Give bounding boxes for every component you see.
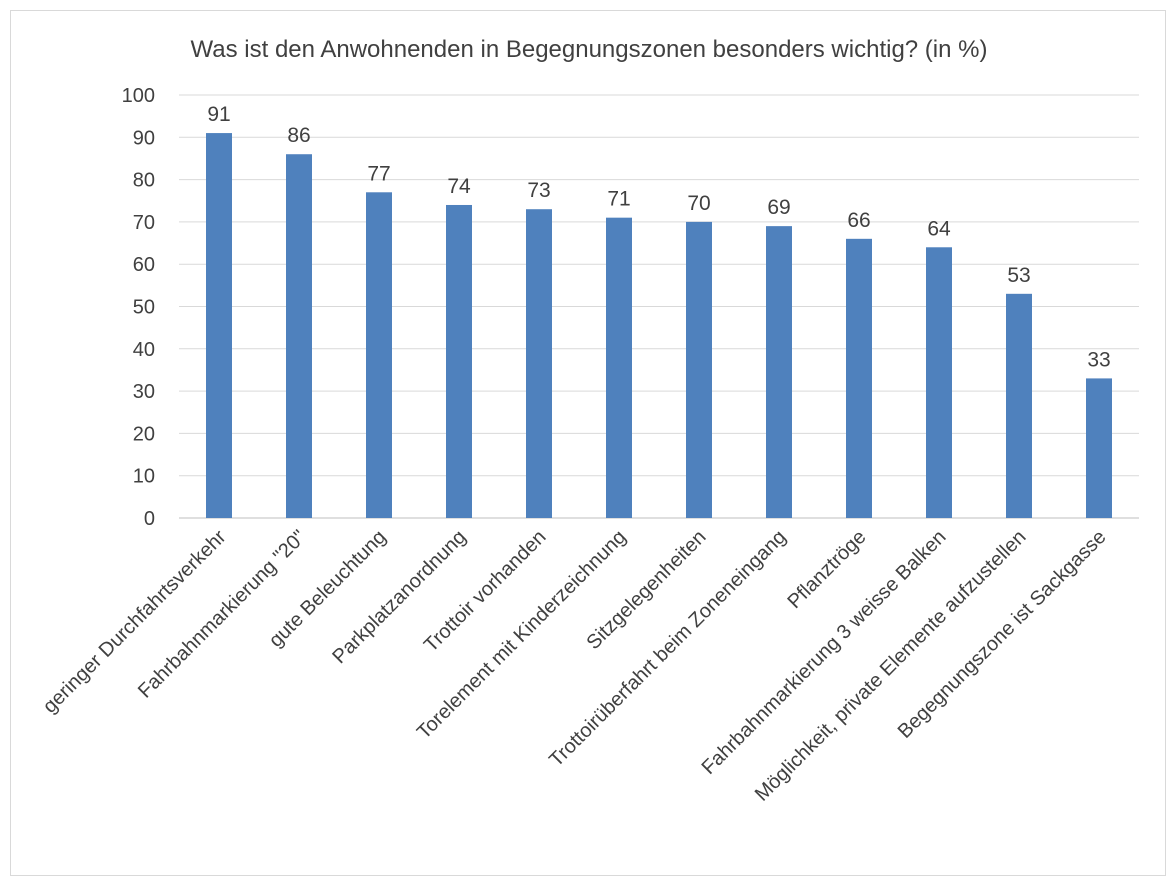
bar	[526, 209, 552, 518]
data-label: 64	[927, 217, 951, 240]
data-label: 86	[287, 124, 310, 147]
bar	[1086, 378, 1112, 518]
bar	[846, 238, 872, 518]
y-tick-label: 70	[133, 212, 155, 234]
data-label: 66	[847, 209, 870, 232]
bars	[206, 133, 1112, 519]
x-tick-label: Möglichkeit, private Elemente aufzustell…	[751, 526, 1031, 806]
data-label: 77	[367, 162, 390, 185]
bar	[766, 226, 792, 518]
data-label: 73	[527, 179, 550, 202]
bar	[1006, 293, 1032, 518]
data-label: 74	[447, 175, 471, 198]
bar	[286, 154, 312, 518]
gridlines	[179, 94, 1139, 519]
chart-title: Was ist den Anwohnenden in Begegnungszon…	[191, 36, 988, 63]
y-tick-label: 60	[133, 254, 155, 276]
chart-frame: Was ist den Anwohnenden in Begegnungszon…	[10, 10, 1166, 876]
y-axis-ticks: 0 10 20 30 40 50 60 70 80 90 100	[122, 85, 155, 530]
data-label: 33	[1087, 348, 1110, 371]
y-tick-label: 50	[133, 297, 155, 319]
data-label: 71	[607, 188, 630, 211]
y-tick-label: 0	[144, 508, 155, 530]
x-tick-label: Pflanztröge	[783, 526, 870, 613]
bar	[366, 192, 392, 519]
y-tick-label: 20	[133, 423, 155, 445]
bar	[446, 204, 472, 519]
bar	[606, 217, 632, 519]
bar	[926, 247, 952, 518]
y-tick-label: 90	[133, 127, 155, 149]
bar	[206, 133, 232, 518]
bar	[686, 221, 712, 518]
bar-chart: Was ist den Anwohnenden in Begegnungszon…	[39, 36, 1139, 806]
y-tick-label: 100	[122, 85, 155, 107]
data-label: 53	[1007, 264, 1030, 287]
y-tick-label: 30	[133, 381, 155, 403]
y-tick-label: 80	[133, 170, 155, 192]
x-tick-label: Fahrbahnmarkierung "20"	[134, 526, 311, 703]
data-labels: 91 86 77 74 73 71 70 69 66 64 53 33	[207, 103, 1110, 371]
x-tick-label: Parkplatzanordnung	[328, 526, 470, 668]
y-tick-label: 10	[133, 466, 155, 488]
data-label: 91	[207, 103, 230, 126]
y-tick-label: 40	[133, 339, 155, 361]
data-label: 70	[687, 192, 710, 215]
x-axis-ticks: geringer DurchfahrtsverkehrFahrbahnmarki…	[39, 526, 1111, 806]
data-label: 69	[767, 196, 790, 219]
